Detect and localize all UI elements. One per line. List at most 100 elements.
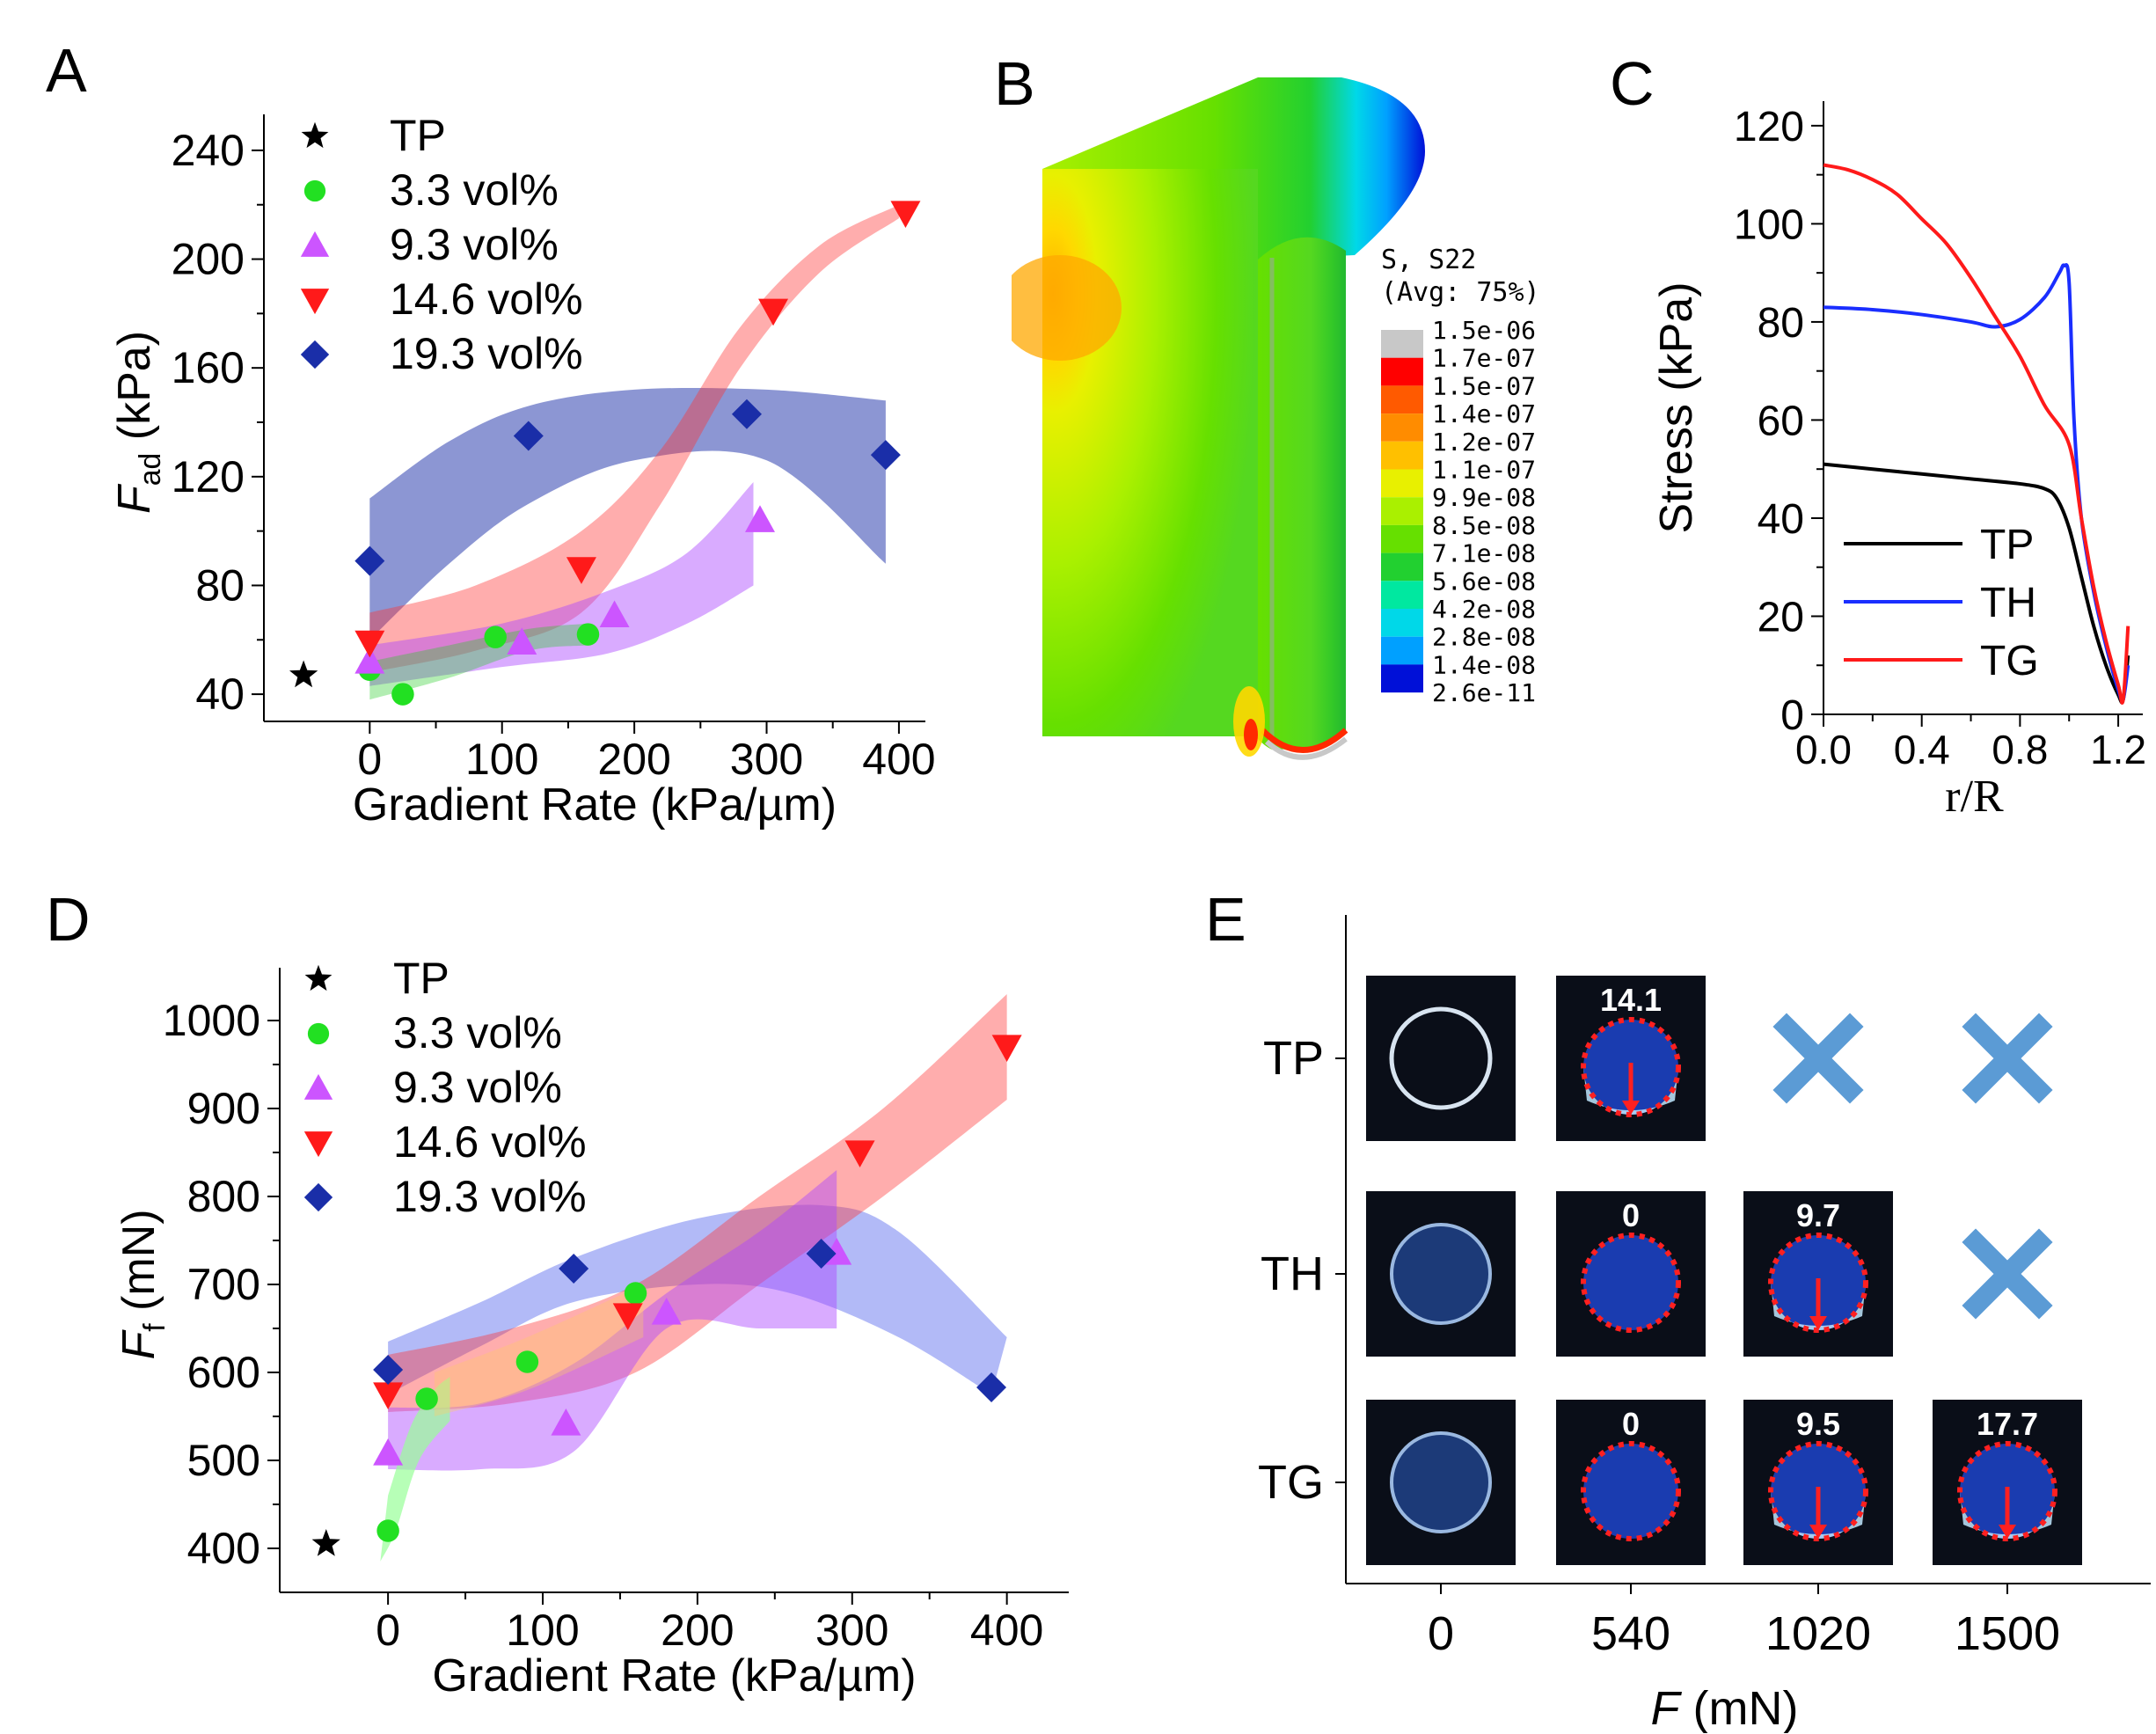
x-tick-label: 400 bbox=[970, 1606, 1043, 1655]
legend-label: 9.3 vol% bbox=[390, 220, 559, 269]
data-point-tri-up bbox=[599, 600, 630, 628]
contour-legend-level: 1.4e-08 bbox=[1432, 650, 1536, 679]
legend-marker-tri-up bbox=[300, 230, 330, 257]
contour-legend-level: 2.6e-11 bbox=[1432, 678, 1536, 707]
contour-legend-level: 9.9e-08 bbox=[1432, 483, 1536, 512]
data-point-tri-up bbox=[507, 627, 537, 655]
contact-ring bbox=[1389, 1006, 1493, 1110]
data-point-tri-up bbox=[745, 505, 775, 532]
contour-legend-level: 8.5e-08 bbox=[1432, 511, 1536, 540]
legend-label: 14.6 vol% bbox=[393, 1117, 587, 1167]
data-point-tri-up bbox=[354, 647, 385, 674]
y-tick-label: 20 bbox=[1758, 594, 1804, 640]
x-tick-label: 0 bbox=[376, 1606, 400, 1655]
contour-legend-swatch bbox=[1381, 609, 1423, 637]
contour-legend-subtitle: (Avg: 75%) bbox=[1381, 277, 1540, 308]
force-value-label: 1500 bbox=[1955, 1607, 2060, 1660]
data-point-tri-down bbox=[354, 630, 385, 658]
contour-legend-swatch bbox=[1381, 581, 1423, 609]
x-axis-label: Gradient Rate (kPa/µm) bbox=[353, 779, 837, 830]
data-point-circle bbox=[484, 626, 507, 648]
y-tick-label: 240 bbox=[172, 126, 245, 175]
contour-legend-swatch bbox=[1381, 497, 1423, 525]
data-point-diamond bbox=[731, 399, 762, 429]
contour-legend-swatch bbox=[1381, 636, 1423, 665]
y-tick-label: 160 bbox=[172, 343, 245, 392]
x-axis-label: Gradient Rate (kPa/µm) bbox=[432, 1650, 916, 1701]
legend-marker-star bbox=[301, 121, 329, 149]
legend-marker-circle bbox=[303, 179, 326, 202]
chart-c-stress: 0 20 40 60 80 100 120 0.0 0.4 0.8 1.2 r/R Stress (kP… bbox=[1651, 101, 2146, 822]
data-point-tri-down bbox=[991, 1035, 1022, 1062]
data-point-tri-down bbox=[890, 201, 921, 228]
panel-label-b: B bbox=[994, 49, 1035, 118]
contour-legend-title: S, S22 bbox=[1381, 245, 1476, 275]
data-point-tri-down bbox=[844, 1140, 875, 1167]
contour-legend-level: 1.7e-07 bbox=[1432, 344, 1536, 373]
contact-outline-dotted bbox=[1581, 1233, 1681, 1333]
contour-legend-swatch bbox=[1381, 385, 1423, 414]
contact-disc bbox=[1583, 1444, 1678, 1539]
data-point-circle bbox=[576, 623, 600, 646]
fem-side-face bbox=[1258, 237, 1346, 751]
legend-label: 3.3 vol% bbox=[390, 165, 559, 215]
e-x-axis-label: F (mN) bbox=[1651, 1682, 1799, 1733]
contour-legend-swatch bbox=[1381, 330, 1423, 358]
data-point-tri-down bbox=[373, 1382, 404, 1409]
contour-legend-swatch bbox=[1381, 413, 1423, 442]
contour-legend-swatch bbox=[1381, 552, 1423, 582]
x-tick-label: 1.2 bbox=[2090, 727, 2146, 772]
y-tick-label: 40 bbox=[1758, 496, 1804, 543]
y-tick-label: 60 bbox=[1758, 398, 1804, 444]
y-tick-label: 400 bbox=[187, 1524, 260, 1573]
fit-band-2 bbox=[369, 482, 754, 686]
shift-value-label: 0 bbox=[1622, 1197, 1640, 1233]
legend-marker-tri-up bbox=[303, 1073, 333, 1100]
contour-legend-level: 1.5e-06 bbox=[1432, 316, 1536, 345]
data-point-star bbox=[311, 1529, 340, 1556]
y-tick-label: 1000 bbox=[163, 996, 260, 1045]
data-point-tri-up bbox=[651, 1298, 682, 1325]
force-value-label: 540 bbox=[1591, 1607, 1670, 1660]
y-tick-label: 200 bbox=[172, 235, 245, 284]
contour-legend-swatch bbox=[1381, 357, 1423, 386]
series-line-tp bbox=[1823, 462, 2130, 705]
displacement-arrow-head bbox=[1809, 1316, 1827, 1330]
contour-legend-level: 1.2e-07 bbox=[1432, 428, 1536, 457]
panel-label-a: A bbox=[46, 36, 87, 105]
fem-front-face bbox=[1042, 169, 1258, 736]
data-point-circle bbox=[391, 683, 414, 706]
y-tick-label: 900 bbox=[187, 1084, 260, 1133]
y-axis-label: Fad (kPa) bbox=[109, 331, 167, 514]
data-point-circle bbox=[515, 1350, 539, 1373]
contour-legend-swatch bbox=[1381, 524, 1423, 553]
x-tick-label: 0 bbox=[357, 735, 382, 784]
micrograph-thumbnail bbox=[1366, 976, 1516, 1141]
data-point-tri-up bbox=[373, 1438, 404, 1466]
panel-label-c: C bbox=[1610, 49, 1655, 118]
data-point-diamond bbox=[806, 1239, 837, 1269]
data-point-diamond bbox=[513, 421, 544, 451]
y-tick-label: 80 bbox=[195, 560, 245, 610]
x-tick-label: 100 bbox=[506, 1606, 579, 1655]
data-point-star bbox=[289, 660, 318, 688]
shift-value-label: 14.1 bbox=[1600, 982, 1662, 1018]
shift-value-label: 9.5 bbox=[1796, 1406, 1840, 1442]
legend-label: TH bbox=[1980, 580, 2036, 626]
legend-label: TP bbox=[390, 111, 446, 160]
fit-band-1 bbox=[388, 994, 1007, 1412]
legend-marker-star bbox=[304, 964, 333, 991]
fem-corner-core bbox=[1244, 719, 1258, 750]
y-tick-label: 100 bbox=[1734, 201, 1804, 248]
contour-legend-swatch bbox=[1381, 469, 1423, 498]
contact-disc bbox=[1390, 1431, 1492, 1533]
chart-a-adhesion: 0 100 200 300 400 40 80 120 160 200 240 Gradient Ra… bbox=[109, 111, 936, 830]
x-tick-label: 0.0 bbox=[1795, 727, 1852, 772]
fem-hot-spot bbox=[1012, 255, 1122, 361]
chart-d-friction: 0 100 200 300 400 400 500 600 700 800 900 1000 Gradi… bbox=[113, 954, 1069, 1701]
panel-label-d: D bbox=[46, 885, 91, 954]
data-point-tri-down bbox=[612, 1303, 643, 1330]
legend-label: 19.3 vol% bbox=[390, 329, 583, 378]
x-tick-label: 0.4 bbox=[1894, 727, 1950, 772]
displacement-arrow-head bbox=[1999, 1525, 2016, 1539]
